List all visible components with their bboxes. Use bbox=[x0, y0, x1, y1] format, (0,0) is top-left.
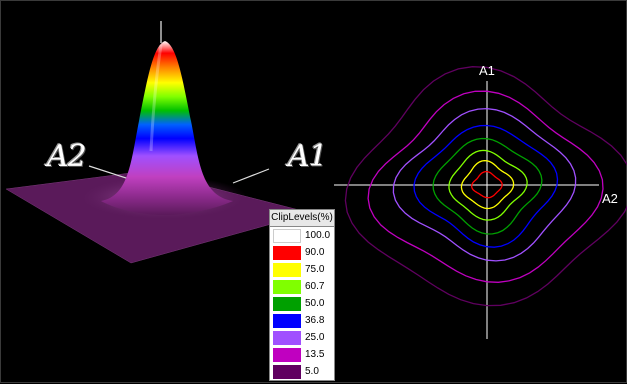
peak-highlight bbox=[149, 44, 163, 152]
legend-row: 75.0 bbox=[270, 261, 334, 278]
a1-axis-line bbox=[232, 168, 270, 184]
contour-ring bbox=[471, 170, 503, 199]
contour-ring bbox=[448, 149, 528, 221]
legend-row: 25.0 bbox=[270, 329, 334, 346]
legend-value: 25.0 bbox=[305, 332, 325, 343]
legend-value: 5.0 bbox=[305, 366, 319, 377]
legend-value: 75.0 bbox=[305, 264, 325, 275]
contour-ring bbox=[413, 124, 559, 248]
legend-rows: 100.0 90.0 75.0 60.7 50.0 36.8 25.0 13.5 5.0 bbox=[270, 227, 334, 380]
legend-title: ClipLevels(%) bbox=[270, 210, 334, 227]
legend-row: 13.5 bbox=[270, 346, 334, 363]
legend-row: 5.0 bbox=[270, 363, 334, 380]
legend-swatch bbox=[273, 330, 301, 345]
contour-ring bbox=[344, 66, 627, 307]
legend-value: 13.5 bbox=[305, 349, 325, 360]
a2-axis-line bbox=[88, 165, 130, 180]
legend-swatch bbox=[273, 228, 301, 243]
legend-row: 50.0 bbox=[270, 295, 334, 312]
legend-value: 90.0 bbox=[305, 247, 325, 258]
legend-value: 60.7 bbox=[305, 281, 325, 292]
3d-beam-profile bbox=[5, 21, 312, 264]
contour-ring bbox=[432, 137, 543, 235]
legend-row: 60.7 bbox=[270, 278, 334, 295]
contour-ring bbox=[392, 107, 577, 262]
a2-axis-label-2d: A2 bbox=[602, 191, 618, 206]
legend-swatch bbox=[273, 313, 301, 328]
legend-row: 100.0 bbox=[270, 227, 334, 244]
legend-swatch bbox=[273, 296, 301, 311]
gaussian-peak bbox=[101, 41, 233, 216]
legend-swatch bbox=[273, 245, 301, 260]
legend-row: 36.8 bbox=[270, 312, 334, 329]
legend-row: 90.0 bbox=[270, 244, 334, 261]
clip-levels-legend: ClipLevels(%) 100.0 90.0 75.0 60.7 50.0 36.8 2… bbox=[269, 209, 335, 381]
legend-swatch bbox=[273, 262, 301, 277]
legend-swatch bbox=[273, 347, 301, 362]
legend-value: 100.0 bbox=[305, 230, 331, 241]
legend-swatch bbox=[273, 279, 301, 294]
legend-value: 50.0 bbox=[305, 298, 325, 309]
contour-lines bbox=[344, 66, 627, 307]
a1-axis-label-2d: A1 bbox=[479, 63, 495, 78]
legend-value: 36.8 bbox=[305, 315, 325, 326]
contour-ring bbox=[367, 90, 604, 283]
a2-axis-label-3d: A2 bbox=[47, 139, 87, 174]
legend-swatch bbox=[273, 364, 301, 379]
a1-axis-label-3d: A1 bbox=[288, 139, 328, 174]
contour-ring bbox=[460, 159, 515, 210]
